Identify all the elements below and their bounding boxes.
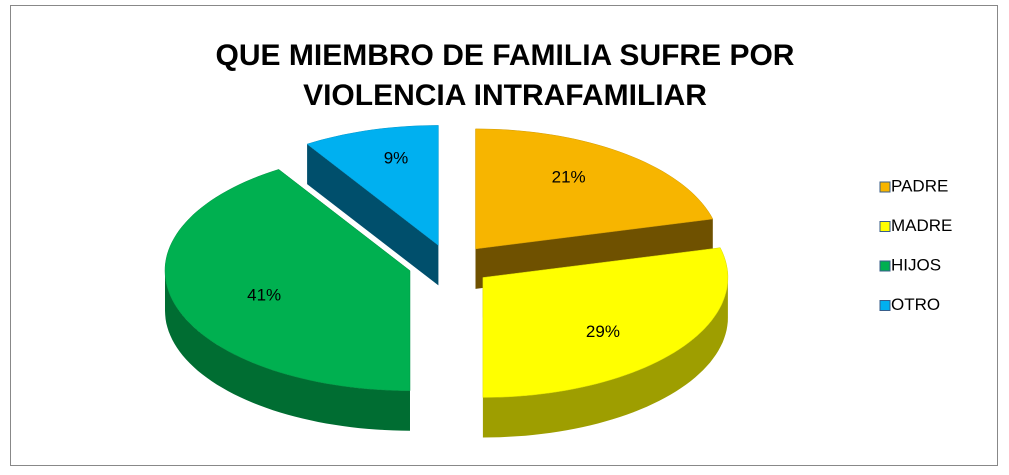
data-label: 29% [586,322,620,341]
data-label: 41% [247,285,281,304]
chart-title: QUE MIEMBRO DE FAMILIA SUFRE POR VIOLENC… [215,39,795,112]
slice [306,125,439,246]
slice [475,128,714,250]
data-label: 9% [384,148,409,167]
slice-side [482,277,728,438]
slice [164,169,411,391]
legend-label: MADRE [891,216,952,235]
legend-swatch [879,181,891,193]
legend-label: PADRE [891,176,948,195]
legend-label: OTRO [891,295,940,314]
data-label: 21% [552,167,586,186]
legend-swatch [879,260,891,272]
slice [482,247,729,398]
slice-wall [307,144,439,286]
legend-swatch [879,300,891,311]
chart-frame [10,5,998,466]
legend-label: HIJOS [891,255,941,274]
slice-side [165,270,410,431]
legend-swatch [879,221,891,232]
